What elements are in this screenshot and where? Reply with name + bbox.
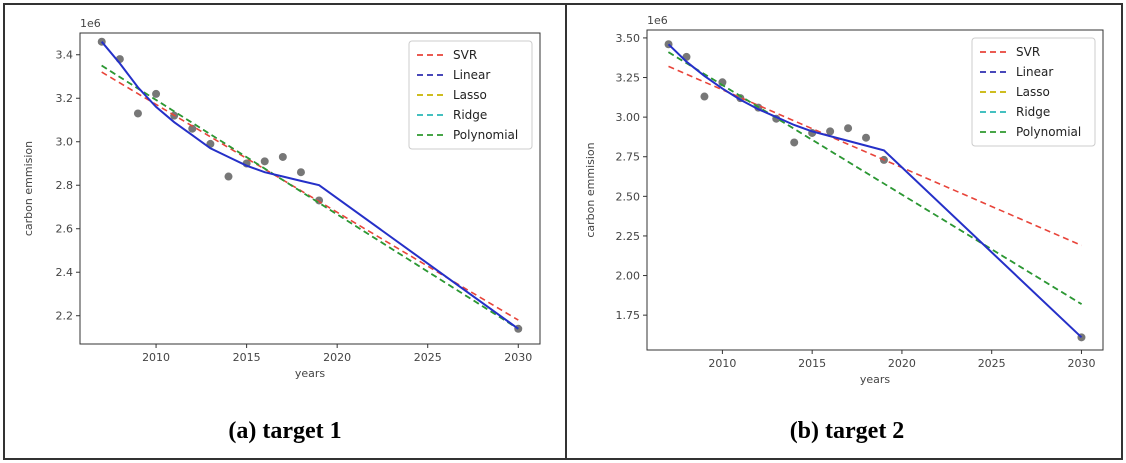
data-point bbox=[862, 133, 871, 142]
y-offset-label: 1e6 bbox=[80, 17, 101, 30]
fitted-curve-line bbox=[100, 41, 519, 330]
series-line-polynomial bbox=[668, 51, 1082, 305]
data-point bbox=[224, 172, 233, 181]
legend-label: Ridge bbox=[1016, 105, 1050, 119]
fitted-curve-line bbox=[667, 43, 1083, 339]
data-point bbox=[826, 127, 835, 136]
y-tick-label: 2.8 bbox=[56, 179, 74, 192]
y-tick-label: 2.4 bbox=[56, 266, 74, 279]
y-tick-label: 2.00 bbox=[616, 270, 641, 283]
y-tick-label: 2.2 bbox=[56, 310, 74, 323]
x-tick-label: 2025 bbox=[978, 357, 1006, 370]
axes-frame bbox=[79, 32, 541, 345]
y-tick-label: 3.00 bbox=[616, 111, 641, 124]
x-tick-label: 2020 bbox=[888, 357, 916, 370]
x-tick-label: 2030 bbox=[1067, 357, 1095, 370]
data-point bbox=[700, 92, 709, 101]
chart-target-2: 2010 2015 2020 2025 2030 1.75 2.00 2.25 2.50 2.75… bbox=[584, 14, 1104, 386]
x-tick-label: 2010 bbox=[708, 357, 736, 370]
x-tick-label: 2010 bbox=[142, 351, 170, 364]
data-point bbox=[133, 109, 142, 118]
y-tick-label: 2.25 bbox=[616, 230, 641, 243]
y-tick-label: 3.4 bbox=[56, 49, 74, 62]
data-point bbox=[260, 157, 269, 166]
x-tick-label: 2015 bbox=[798, 357, 826, 370]
y-tick-label: 3.25 bbox=[616, 72, 641, 85]
panel-divider bbox=[565, 3, 567, 460]
y-axis-label: carbon emmision bbox=[22, 141, 35, 236]
data-point bbox=[278, 152, 287, 161]
data-point bbox=[188, 124, 197, 133]
legend-label: Linear bbox=[1016, 65, 1053, 79]
y-tick-label: 2.6 bbox=[56, 223, 74, 236]
y-tick-label: 1.75 bbox=[616, 309, 641, 322]
series-line-svr bbox=[668, 65, 1082, 247]
data-point bbox=[844, 124, 853, 133]
x-axis-label: years bbox=[295, 367, 326, 380]
chart-target-1: 2010 2015 2020 2025 2030 2.2 2.4 2.6 2.8 3.0 3.2 3.… bbox=[22, 17, 541, 380]
y-tick-label: 2.50 bbox=[616, 190, 641, 203]
caption-target-2: (b) target 2 bbox=[789, 418, 905, 444]
x-tick-label: 2015 bbox=[233, 351, 261, 364]
axes-frame bbox=[646, 29, 1104, 351]
legend-box bbox=[971, 37, 1096, 147]
figure-frame bbox=[3, 3, 1123, 460]
legend-label: Linear bbox=[453, 68, 490, 82]
legend-label: Polynomial bbox=[453, 128, 518, 142]
caption-target-1: (a) target 1 bbox=[228, 418, 342, 444]
data-point bbox=[790, 138, 799, 147]
y-axis-label: carbon emmision bbox=[584, 142, 597, 237]
series-line-polynomial bbox=[101, 64, 519, 330]
legend-box bbox=[408, 40, 533, 150]
x-tick-label: 2020 bbox=[323, 351, 351, 364]
data-point bbox=[152, 89, 161, 98]
x-axis-label: years bbox=[860, 373, 891, 386]
legend-label: SVR bbox=[1016, 45, 1040, 59]
y-tick-label: 3.0 bbox=[56, 136, 74, 149]
data-point bbox=[296, 168, 305, 177]
y-tick-label: 3.2 bbox=[56, 92, 74, 105]
legend-label: Ridge bbox=[453, 108, 487, 122]
legend-label: Lasso bbox=[453, 88, 487, 102]
x-tick-label: 2025 bbox=[414, 351, 442, 364]
y-tick-label: 2.75 bbox=[616, 151, 641, 164]
legend-label: Polynomial bbox=[1016, 125, 1081, 139]
y-tick-label: 3.50 bbox=[616, 32, 641, 45]
y-offset-label: 1e6 bbox=[647, 14, 668, 27]
x-tick-label: 2030 bbox=[504, 351, 532, 364]
legend-label: Lasso bbox=[1016, 85, 1050, 99]
legend-label: SVR bbox=[453, 48, 477, 62]
